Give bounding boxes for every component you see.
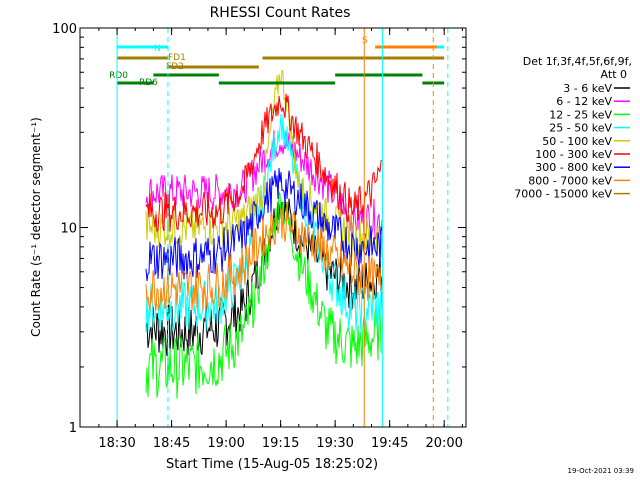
x-tick-label-0: 18:30 — [98, 436, 135, 451]
series-line-3 — [145, 113, 383, 335]
state-label-fd2: FD2 — [166, 62, 184, 72]
series-line-1 — [145, 130, 383, 241]
y-axis-label: Count Rate (s⁻¹ detector segment⁻¹) — [29, 117, 43, 337]
series-line-5 — [145, 93, 383, 233]
plot-area — [145, 68, 383, 399]
legend-label-7: 800 - 7000 keV — [528, 174, 612, 187]
y-tick-label-2: 100 — [52, 22, 77, 37]
x-tick-label-1: 18:45 — [153, 436, 190, 451]
series-line-2 — [145, 190, 383, 399]
y-tick-label-0: 1 — [69, 421, 77, 436]
timestamp: 19-Oct-2021 03:39 — [568, 467, 634, 475]
x-tick-label-6: 20:00 — [425, 436, 462, 451]
legend: Det 1f,3f,4f,5f,6f,9f, Att 0 3 - 6 keV6 … — [514, 55, 632, 201]
y-tick-label-1: 10 — [60, 222, 77, 237]
legend-label-5: 100 - 300 keV — [535, 148, 612, 161]
legend-label-1: 6 - 12 keV — [556, 95, 612, 108]
legend-label-4: 50 - 100 keV — [542, 135, 612, 148]
legend-label-0: 3 - 6 keV — [563, 82, 612, 95]
x-axis-label: Start Time (15-Aug-05 18:25:02) — [166, 457, 378, 472]
x-tick-label-5: 19:45 — [371, 436, 408, 451]
series-line-6 — [145, 167, 383, 281]
legend-label-6: 300 - 800 keV — [535, 161, 612, 174]
legend-header-line2: Att 0 — [601, 68, 627, 81]
state-label-n: N — [154, 44, 161, 54]
state-label-rd6: RD6 — [139, 78, 158, 88]
legend-header-line1: Det 1f,3f,4f,5f,6f,9f, — [523, 55, 632, 68]
x-tick-label-3: 19:15 — [262, 436, 299, 451]
legend-label-8: 7000 - 15000 keV — [514, 188, 612, 201]
state-label-rd0: RD0 — [109, 71, 128, 81]
x-tick-label-2: 19:00 — [207, 436, 244, 451]
series-line-7 — [145, 203, 383, 312]
x-tick-label-4: 19:30 — [316, 436, 353, 451]
state-label-fd1: FD1 — [168, 53, 186, 63]
legend-label-3: 25 - 50 keV — [549, 122, 612, 135]
axes: 18:30 18:45 19:00 19:15 19:30 19:45 20:00 1 10 10… — [52, 22, 466, 451]
state-label-s: S — [362, 36, 368, 46]
series-line-4 — [145, 68, 383, 258]
legend-label-2: 12 - 25 keV — [549, 108, 612, 121]
chart-title: RHESSI Count Rates — [210, 5, 351, 21]
time-markers — [116, 28, 449, 427]
